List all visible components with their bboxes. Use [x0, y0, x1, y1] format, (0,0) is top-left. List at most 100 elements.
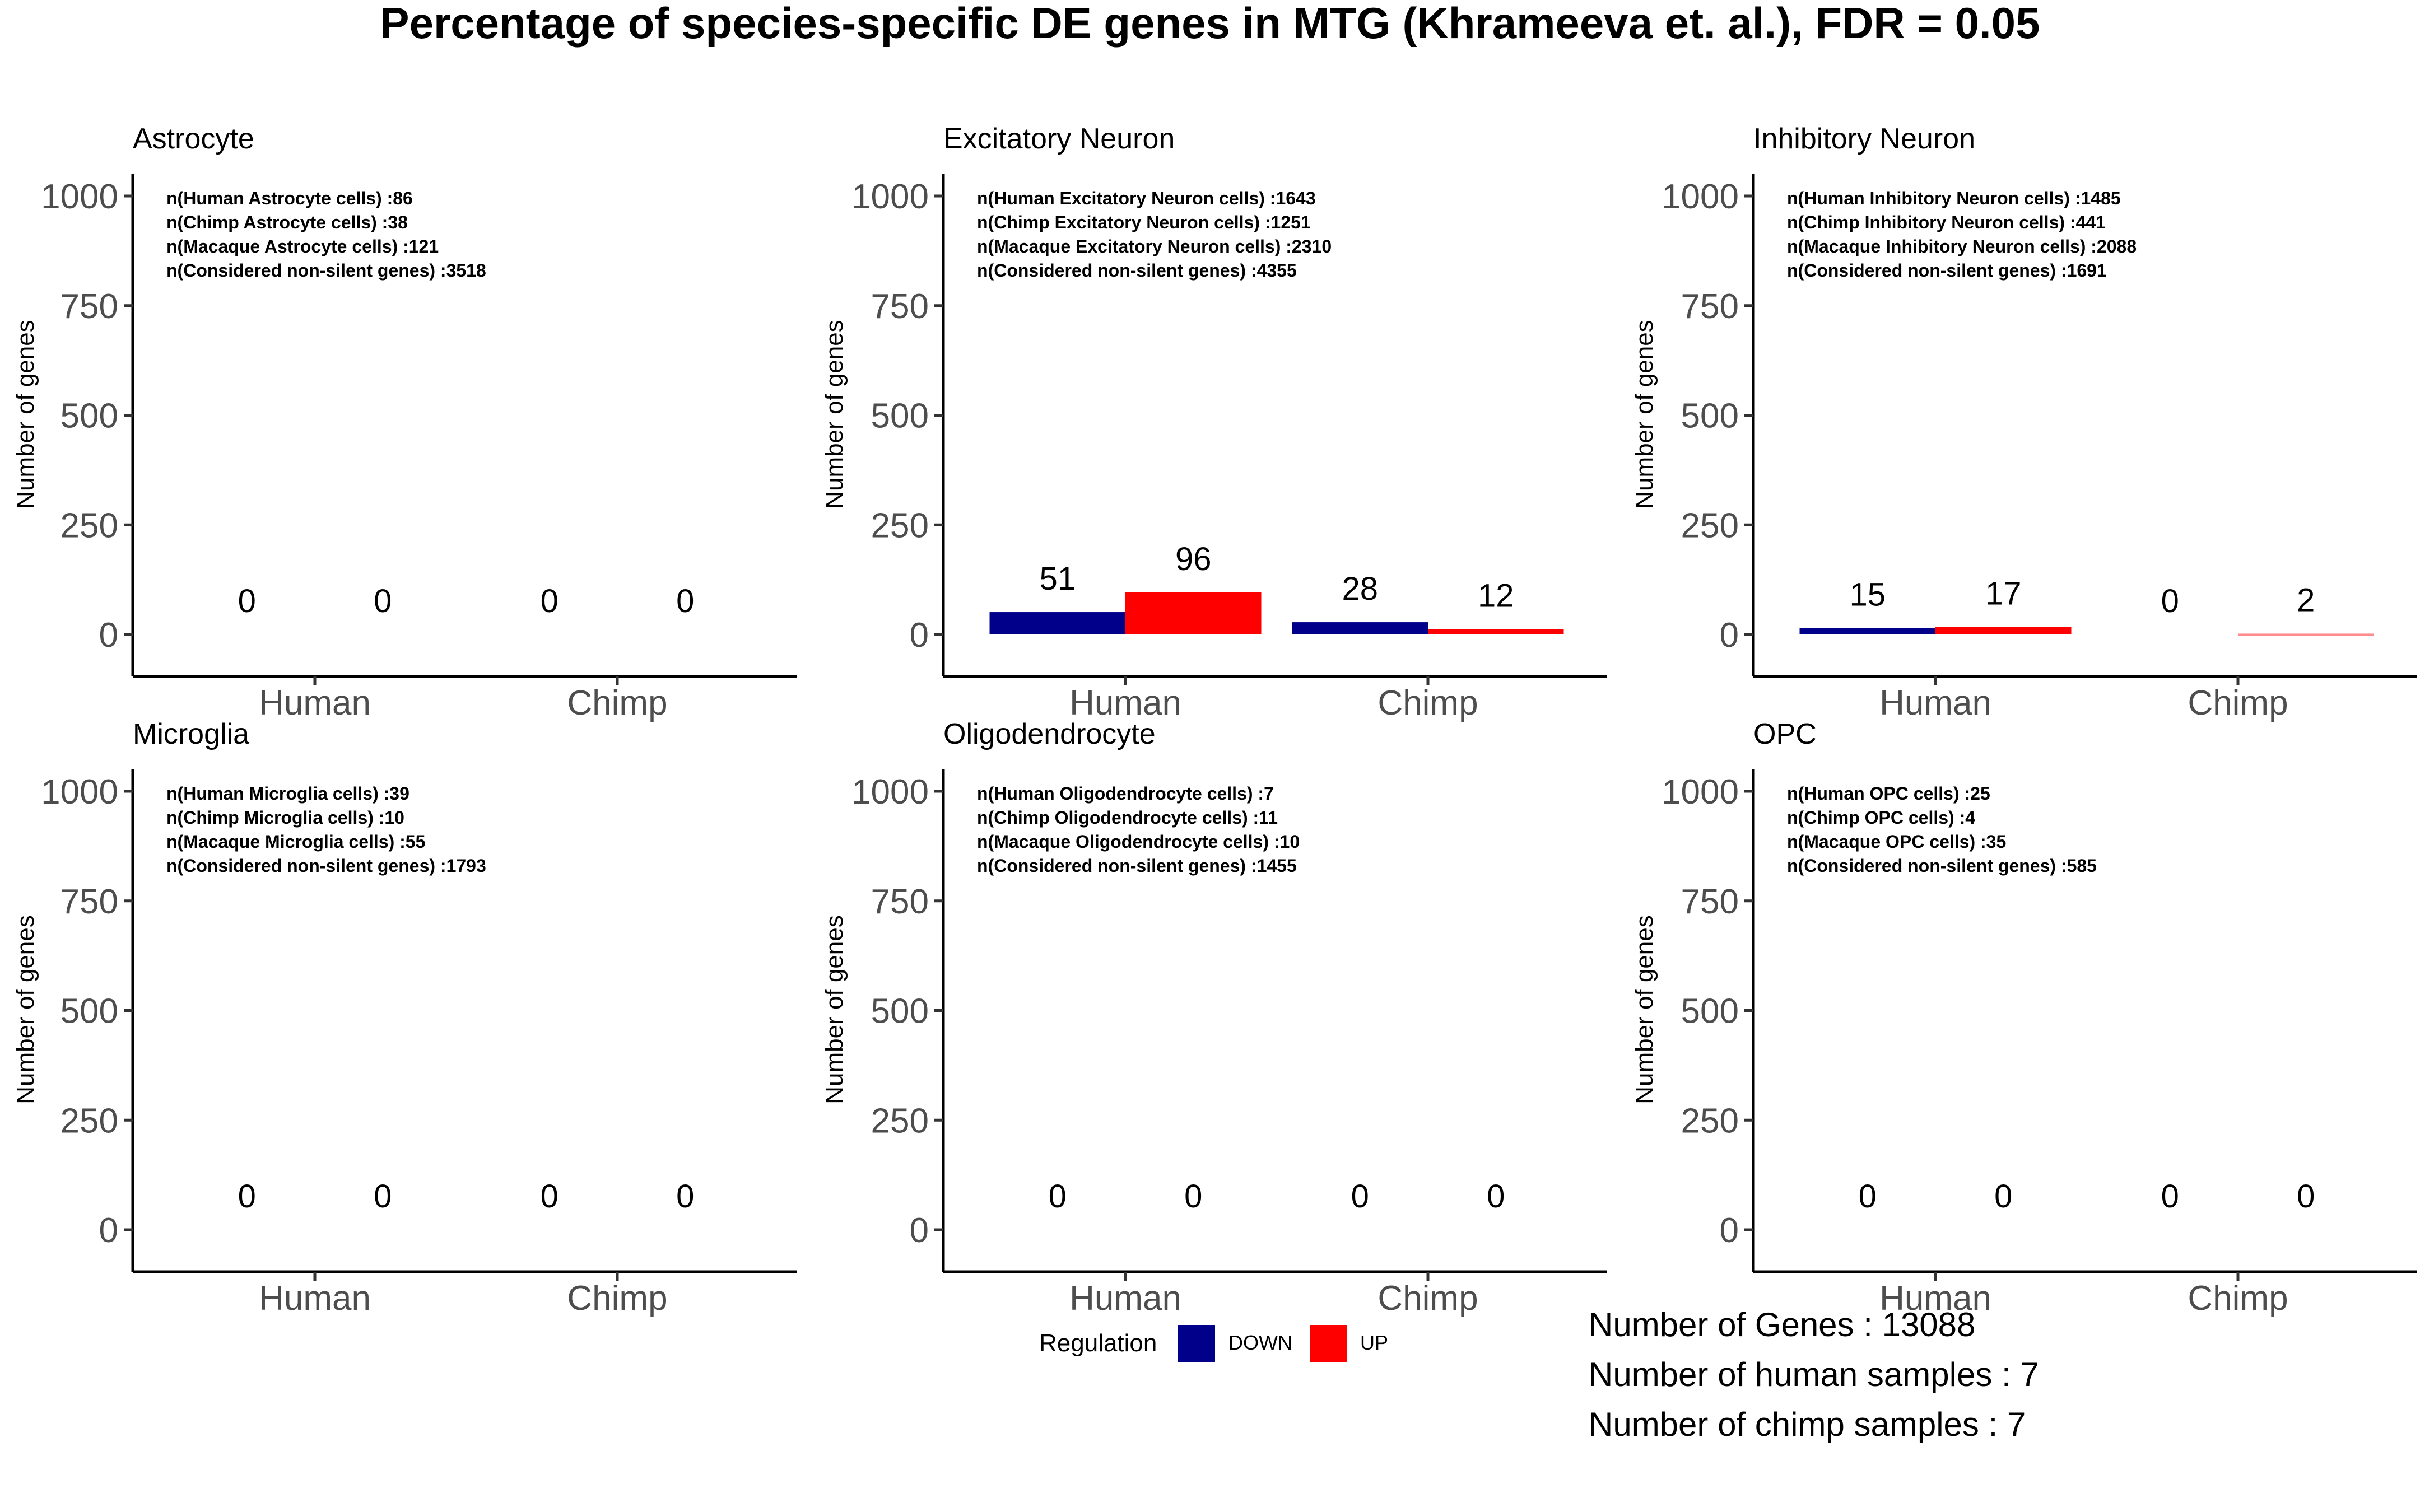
bar-value-label: 0 — [374, 1178, 392, 1215]
y-tick-label: 500 — [61, 397, 118, 436]
y-tick-label: 500 — [61, 992, 118, 1031]
y-tick-label: 0 — [910, 1211, 929, 1250]
annotation-line: n(Human Excitatory Neuron cells) :1643 — [977, 188, 1316, 208]
bar-value-label: 0 — [676, 1178, 694, 1215]
bar-value-label: 15 — [1849, 576, 1886, 613]
bar-value-label: 0 — [238, 583, 256, 619]
y-axis-label: Number of genes — [1631, 320, 1658, 509]
x-tick-label: Human — [259, 684, 371, 722]
bar-value-label: 0 — [374, 583, 392, 619]
annotation-line: n(Chimp Excitatory Neuron cells) :1251 — [977, 212, 1311, 232]
bar-value-label: 0 — [1859, 1178, 1877, 1215]
y-axis-label: Number of genes — [12, 915, 39, 1104]
bar-chimp-up — [1428, 629, 1564, 634]
bar-value-label: 12 — [1478, 578, 1514, 614]
x-tick-label: Chimp — [2188, 1279, 2288, 1318]
y-tick-label: 750 — [1681, 287, 1739, 326]
panel-title: Inhibitory Neuron — [1753, 123, 1975, 155]
legend-label-up: UP — [1360, 1331, 1388, 1354]
panel-title: Excitatory Neuron — [943, 123, 1175, 155]
panel-oligodendrocyte: Oligodendrocyte Number of genes 0 250 500 750… — [821, 718, 1607, 1318]
x-tick-label: Human — [1879, 1279, 1991, 1318]
bar-value-label: 0 — [1049, 1178, 1067, 1215]
y-tick-label: 750 — [871, 287, 929, 326]
annotation-line: n(Considered non-silent genes) :1691 — [1787, 260, 2107, 281]
bar-value-label: 0 — [2161, 583, 2179, 619]
y-tick-label: 250 — [1681, 1102, 1739, 1140]
x-tick-label: Human — [259, 1279, 371, 1318]
bar-value-label: 17 — [1985, 576, 2022, 612]
y-tick-label: 250 — [871, 1102, 929, 1140]
y-axis-label: Number of genes — [821, 915, 848, 1104]
panel-title: Oligodendrocyte — [943, 718, 1156, 750]
bar-human-down — [1799, 628, 1935, 634]
panel-title: Microglia — [133, 718, 249, 750]
bar-value-label: 51 — [1039, 561, 1076, 597]
legend-swatch-up — [1310, 1325, 1347, 1362]
y-tick-label: 0 — [1720, 616, 1739, 655]
panel-microglia: Microglia Number of genes 0 250 500 750 1000 Hu… — [12, 718, 797, 1318]
annotation-line: n(Macaque Excitatory Neuron cells) :2310 — [977, 236, 1332, 256]
legend: Regulation DOWN UP — [1039, 1325, 1388, 1362]
y-tick-label: 1000 — [851, 178, 929, 216]
y-tick-label: 250 — [1681, 506, 1739, 545]
annotation-line: n(Chimp Astrocyte cells) :38 — [166, 212, 408, 232]
bar-value-label: 28 — [1342, 571, 1378, 607]
y-tick-label: 1000 — [851, 773, 929, 811]
x-tick-label: Human — [1069, 1279, 1181, 1318]
annotation-line: n(Considered non-silent genes) :3518 — [166, 260, 486, 281]
bar-value-label: 0 — [541, 583, 559, 619]
y-tick-label: 0 — [99, 616, 118, 655]
bar-value-label: 0 — [1351, 1178, 1369, 1215]
annotation-line: n(Human Inhibitory Neuron cells) :1485 — [1787, 188, 2121, 208]
annotation-line: n(Macaque Inhibitory Neuron cells) :2088 — [1787, 236, 2137, 256]
facet-panels: Astrocyte Number of genes 0 250 500 750 1000 Hu… — [12, 123, 2417, 1318]
y-tick-label: 500 — [1681, 992, 1739, 1031]
annotation-line: n(Considered non-silent genes) :585 — [1787, 856, 2097, 876]
bar-value-label: 96 — [1175, 541, 1212, 577]
y-axis-label: Number of genes — [12, 320, 39, 509]
info-line: Number of Genes : 13088 — [1589, 1306, 1975, 1343]
annotation-line: n(Chimp Oligodendrocyte cells) :11 — [977, 808, 1278, 828]
annotation-line: n(Considered non-silent genes) :1455 — [977, 856, 1297, 876]
y-tick-label: 500 — [1681, 397, 1739, 436]
y-axis-label: Number of genes — [1631, 915, 1658, 1104]
y-tick-label: 750 — [871, 883, 929, 921]
y-tick-label: 250 — [61, 1102, 118, 1140]
y-axis-label: Number of genes — [821, 320, 848, 509]
bar-value-label: 0 — [1994, 1178, 2012, 1215]
legend-label-down: DOWN — [1228, 1331, 1292, 1354]
y-tick-label: 500 — [871, 992, 929, 1031]
x-tick-label: Human — [1879, 684, 1991, 722]
bar-chimp-down — [1292, 622, 1428, 634]
annotation-line: n(Considered non-silent genes) :4355 — [977, 260, 1297, 281]
bar-value-label: 2 — [2297, 582, 2315, 618]
bar-value-label: 0 — [2297, 1178, 2315, 1215]
panel-opc: OPC Number of genes 0 250 500 750 1000 Human 0 0 C… — [1631, 718, 2417, 1318]
bar-value-label: 0 — [1184, 1178, 1202, 1215]
annotation-line: n(Human Microglia cells) :39 — [166, 783, 409, 804]
annotation-line: n(Macaque Oligodendrocyte cells) :10 — [977, 832, 1300, 852]
bar-value-label: 0 — [676, 583, 694, 619]
info-line: Number of chimp samples : 7 — [1589, 1406, 2026, 1443]
figure-title: Percentage of species-specific DE genes … — [380, 0, 2040, 48]
x-tick-label: Chimp — [2188, 684, 2288, 722]
panel-inhibitory-neuron: Inhibitory Neuron Number of genes 0 250 500 7… — [1631, 123, 2417, 722]
y-tick-label: 500 — [871, 397, 929, 436]
y-tick-label: 1000 — [41, 773, 118, 811]
annotation-line: n(Macaque Microglia cells) :55 — [166, 832, 425, 852]
legend-title: Regulation — [1039, 1329, 1157, 1357]
y-tick-label: 750 — [61, 883, 118, 921]
x-tick-label: Chimp — [1377, 1279, 1478, 1318]
panel-excitatory-neuron: Excitatory Neuron Number of genes 0 250 500 7… — [821, 123, 1607, 722]
annotation-line: n(Considered non-silent genes) :1793 — [166, 856, 486, 876]
y-tick-label: 250 — [61, 506, 118, 545]
info-text-block: Number of Genes : 13088 Number of human s… — [1589, 1306, 2039, 1443]
bar-value-label: 0 — [2161, 1178, 2179, 1215]
bar-human-up — [1935, 627, 2072, 634]
x-tick-label: Human — [1069, 684, 1181, 722]
y-tick-label: 1000 — [1662, 773, 1739, 811]
bar-human-up — [1125, 592, 1262, 634]
info-line: Number of human samples : 7 — [1589, 1356, 2039, 1393]
